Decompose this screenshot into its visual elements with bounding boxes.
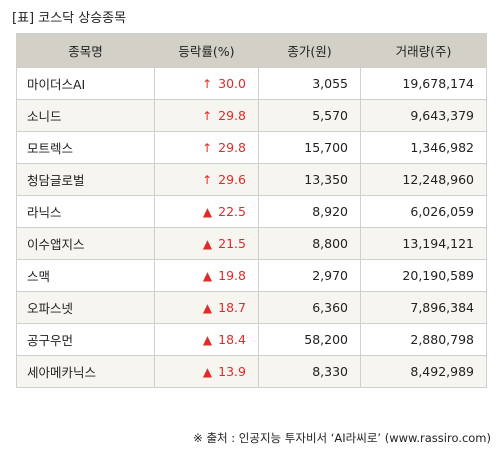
up-arrow-icon: ↑	[202, 77, 213, 91]
close-price: 13,350	[258, 163, 361, 196]
change-rate: ↑ 29.8	[154, 131, 259, 164]
trade-volume: 1,346,982	[360, 131, 487, 164]
page-title: [표] 코스닥 상승종목	[12, 11, 127, 26]
trade-volume: 12,248,960	[360, 163, 487, 196]
table-row: 라닉스 ▲ 22.5 8,920 6,026,059	[16, 195, 487, 228]
table-row: 모트렉스 ↑ 29.8 15,700 1,346,982	[16, 131, 487, 164]
triangle-up-icon: ▲	[202, 301, 213, 315]
change-rate-value: 22.5	[218, 204, 246, 219]
table-row: 공구우먼 ▲ 18.4 58,200 2,880,798	[16, 323, 487, 356]
stock-name: 청담글로벌	[16, 163, 155, 196]
header-stock-name: 종목명	[16, 33, 155, 68]
source-note: ※ 출처 : 인공지능 투자비서 ‘AI라씨로’ (www.rassiro.co…	[193, 431, 491, 445]
close-price: 8,800	[258, 227, 361, 260]
table-header-row: 종목명 등락률(%) 종가(원) 거래량(주)	[16, 33, 487, 68]
change-rate-value: 21.5	[218, 236, 246, 251]
triangle-up-icon: ▲	[202, 269, 213, 283]
stock-name: 세아메카닉스	[16, 355, 155, 388]
close-price: 2,970	[258, 259, 361, 292]
triangle-up-icon: ▲	[202, 205, 213, 219]
trade-volume: 19,678,174	[360, 67, 487, 100]
trade-volume: 7,896,384	[360, 291, 487, 324]
up-arrow-icon: ↑	[202, 141, 213, 155]
trade-volume: 2,880,798	[360, 323, 487, 356]
stock-name: 오파스넷	[16, 291, 155, 324]
table-row: 청담글로벌 ↑ 29.6 13,350 12,248,960	[16, 163, 487, 196]
close-price: 3,055	[258, 67, 361, 100]
change-rate-value: 29.8	[218, 140, 246, 155]
change-rate: ↑ 29.6	[154, 163, 259, 196]
close-price: 58,200	[258, 323, 361, 356]
change-rate: ▲ 19.8	[154, 259, 259, 292]
trade-volume: 6,026,059	[360, 195, 487, 228]
triangle-up-icon: ▲	[202, 365, 213, 379]
trade-volume: 13,194,121	[360, 227, 487, 260]
up-arrow-icon: ↑	[202, 109, 213, 123]
change-rate-value: 13.9	[218, 364, 246, 379]
stock-name: 공구우먼	[16, 323, 155, 356]
change-rate: ▲ 21.5	[154, 227, 259, 260]
triangle-up-icon: ▲	[202, 237, 213, 251]
change-rate-value: 29.8	[218, 108, 246, 123]
change-rate-value: 19.8	[218, 268, 246, 283]
change-rate-value: 30.0	[218, 76, 246, 91]
change-rate: ↑ 30.0	[154, 67, 259, 100]
close-price: 8,330	[258, 355, 361, 388]
table-row: 오파스넷 ▲ 18.7 6,360 7,896,384	[16, 291, 487, 324]
trade-volume: 8,492,989	[360, 355, 487, 388]
stock-name: 모트렉스	[16, 131, 155, 164]
stock-name: 라닉스	[16, 195, 155, 228]
table-row: 마이더스AI ↑ 30.0 3,055 19,678,174	[16, 67, 487, 100]
table-row: 세아메카닉스 ▲ 13.9 8,330 8,492,989	[16, 355, 487, 388]
stock-table: 종목명 등락률(%) 종가(원) 거래량(주) 마이더스AI ↑ 30.0 3,0…	[16, 33, 487, 388]
table-row: 소니드 ↑ 29.8 5,570 9,643,379	[16, 99, 487, 132]
change-rate: ▲ 18.7	[154, 291, 259, 324]
triangle-up-icon: ▲	[202, 333, 213, 347]
close-price: 6,360	[258, 291, 361, 324]
change-rate-value: 18.4	[218, 332, 246, 347]
trade-volume: 20,190,589	[360, 259, 487, 292]
close-price: 15,700	[258, 131, 361, 164]
change-rate-value: 18.7	[218, 300, 246, 315]
header-close-price: 종가(원)	[258, 33, 361, 68]
stock-name: 마이더스AI	[16, 67, 155, 100]
change-rate: ▲ 22.5	[154, 195, 259, 228]
change-rate-value: 29.6	[218, 172, 246, 187]
up-arrow-icon: ↑	[202, 173, 213, 187]
table-row: 이수앱지스 ▲ 21.5 8,800 13,194,121	[16, 227, 487, 260]
table-row: 스맥 ▲ 19.8 2,970 20,190,589	[16, 259, 487, 292]
stock-name: 소니드	[16, 99, 155, 132]
stock-name: 스맥	[16, 259, 155, 292]
header-change-rate: 등락률(%)	[154, 33, 259, 68]
close-price: 8,920	[258, 195, 361, 228]
change-rate: ↑ 29.8	[154, 99, 259, 132]
header-volume: 거래량(주)	[360, 33, 487, 68]
close-price: 5,570	[258, 99, 361, 132]
change-rate: ▲ 18.4	[154, 323, 259, 356]
change-rate: ▲ 13.9	[154, 355, 259, 388]
trade-volume: 9,643,379	[360, 99, 487, 132]
stock-name: 이수앱지스	[16, 227, 155, 260]
